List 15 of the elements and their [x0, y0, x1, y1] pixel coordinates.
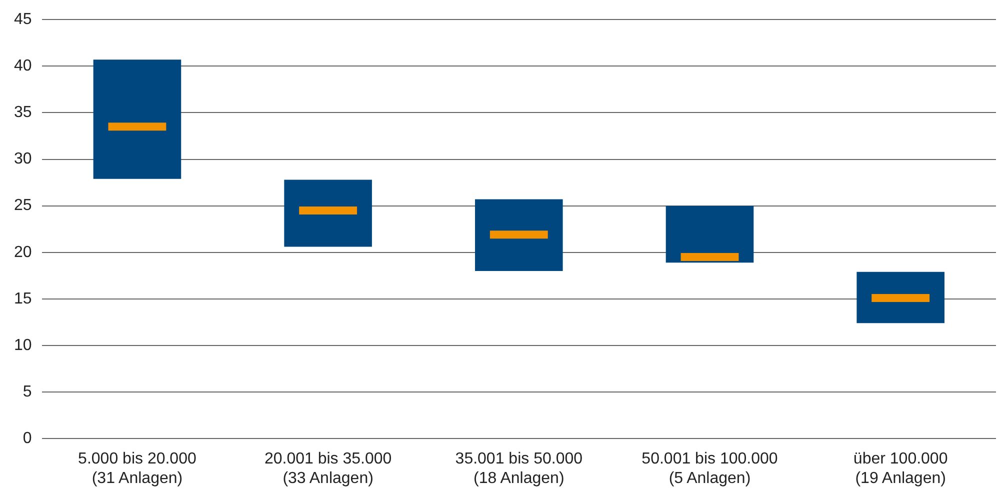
- y-tick-label: 30: [14, 150, 32, 168]
- y-tick-label: 10: [14, 336, 32, 354]
- x-tick-label: 50.001 bis 100.000 (5 Anlagen): [642, 450, 778, 487]
- x-tick-label: 35.001 bis 50.000 (18 Anlagen): [455, 450, 583, 487]
- y-tick-label: 15: [14, 290, 32, 308]
- y-tick-label: 0: [22, 430, 32, 448]
- y-tick-label: 35: [14, 104, 32, 122]
- y-tick-label: 45: [14, 11, 32, 28]
- x-tick-label: 20.001 bis 35.000 (33 Anlagen): [264, 450, 392, 487]
- x-tick-label: über 100.000 (19 Anlagen): [853, 450, 948, 487]
- y-tick-label: 25: [14, 197, 32, 214]
- y-tick-label: 5: [22, 383, 32, 400]
- x-tick-label: 5.000 bis 20.000 (31 Anlagen): [78, 450, 196, 487]
- y-tick-label: 40: [14, 58, 32, 75]
- y-tick-label: 20: [14, 244, 32, 261]
